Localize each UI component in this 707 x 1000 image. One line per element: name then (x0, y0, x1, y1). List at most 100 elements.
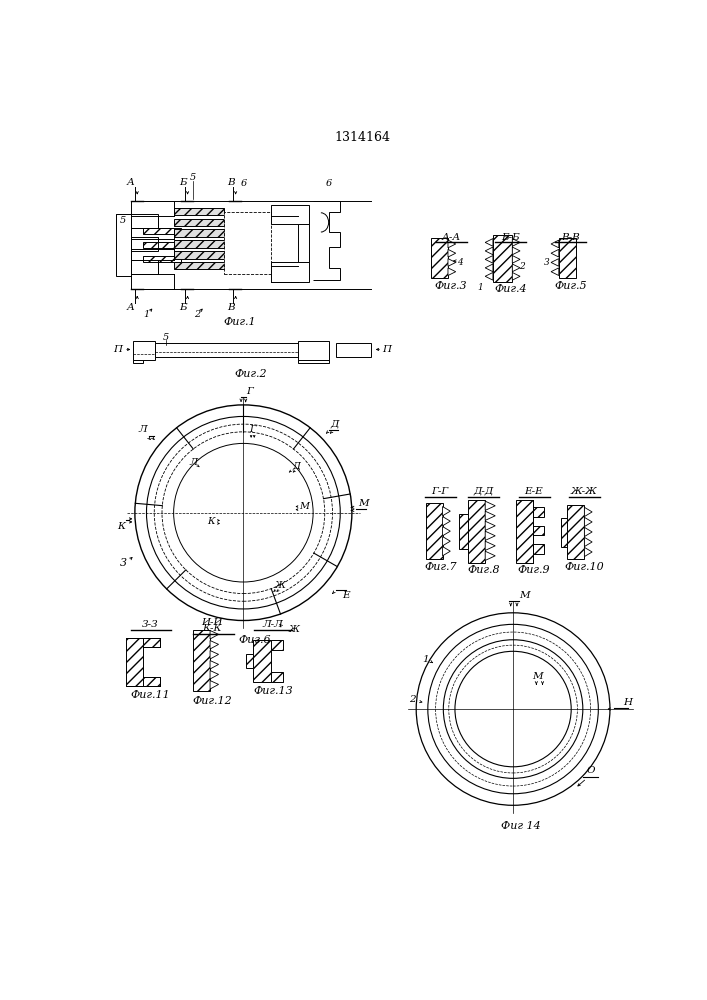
Polygon shape (448, 249, 456, 257)
Bar (246, 654, 253, 668)
Text: 1: 1 (422, 654, 429, 664)
Text: 2: 2 (194, 310, 200, 319)
Polygon shape (443, 527, 450, 536)
Text: Фиг.5: Фиг.5 (554, 281, 587, 291)
Bar (533, 544, 544, 554)
Text: Д-Д: Д-Д (474, 487, 493, 496)
Text: Фиг.2: Фиг.2 (235, 369, 267, 379)
Bar (174, 240, 224, 248)
Bar (567, 505, 585, 559)
Bar (559, 238, 575, 278)
Text: 1: 1 (478, 283, 484, 292)
Bar (134, 360, 143, 363)
Polygon shape (210, 631, 218, 639)
Polygon shape (210, 661, 218, 669)
Text: Л: Л (189, 458, 197, 467)
Bar (115, 214, 158, 228)
Polygon shape (443, 507, 450, 516)
Text: 6: 6 (325, 179, 332, 188)
Bar (143, 242, 182, 248)
Text: Ж-Ж: Ж-Ж (571, 487, 597, 496)
Bar (533, 526, 544, 535)
Text: 5: 5 (120, 216, 127, 225)
Text: Ж: Ж (274, 581, 286, 590)
Bar (115, 214, 131, 276)
Bar (174, 251, 224, 259)
Bar (459, 514, 468, 549)
Text: Г: Г (250, 425, 256, 434)
Polygon shape (513, 272, 520, 280)
Polygon shape (485, 531, 495, 540)
Polygon shape (443, 517, 450, 526)
Bar (253, 640, 271, 682)
Polygon shape (513, 239, 520, 246)
Polygon shape (448, 268, 456, 276)
Text: В-В: В-В (561, 233, 580, 242)
Text: Фиг.6: Фиг.6 (239, 635, 271, 645)
Polygon shape (585, 507, 592, 517)
Text: А-А: А-А (441, 233, 461, 242)
Polygon shape (585, 517, 592, 527)
Bar (271, 672, 283, 682)
Polygon shape (485, 264, 493, 272)
Text: Л-Л: Л-Л (262, 620, 284, 629)
Bar (561, 518, 567, 547)
Polygon shape (448, 259, 456, 266)
Polygon shape (513, 264, 520, 272)
Text: 2: 2 (409, 695, 416, 704)
Bar (143, 638, 160, 647)
Text: 1314164: 1314164 (334, 131, 390, 144)
Polygon shape (513, 247, 520, 255)
Text: М: М (358, 499, 369, 508)
Text: П: П (382, 345, 391, 354)
Bar (224, 212, 271, 274)
Bar (271, 205, 309, 224)
Bar (533, 507, 544, 517)
Text: В: В (227, 178, 235, 187)
Text: Г: Г (246, 387, 253, 396)
Bar (298, 360, 329, 363)
Bar (143, 228, 182, 234)
Bar (174, 208, 224, 215)
Bar (298, 341, 329, 360)
Text: Е: Е (342, 591, 349, 600)
Polygon shape (485, 551, 495, 560)
Text: Ж: Ж (288, 625, 299, 634)
Bar (174, 262, 224, 269)
Text: К: К (117, 522, 125, 531)
Text: Фиг.3: Фиг.3 (435, 281, 467, 291)
Text: 6: 6 (240, 179, 247, 188)
Text: Фиг.8: Фиг.8 (467, 565, 500, 575)
Bar (468, 500, 485, 563)
Polygon shape (485, 272, 493, 280)
Polygon shape (513, 256, 520, 263)
Text: 3: 3 (119, 558, 127, 568)
Polygon shape (551, 249, 559, 257)
Polygon shape (210, 681, 218, 689)
Polygon shape (448, 240, 456, 248)
Text: П: П (113, 345, 122, 354)
Text: К: К (207, 517, 215, 526)
Bar (115, 237, 158, 251)
Polygon shape (551, 259, 559, 266)
Polygon shape (485, 541, 495, 550)
Polygon shape (210, 651, 218, 659)
Bar (115, 260, 158, 274)
Text: Е-Е: Е-Е (525, 487, 544, 496)
Polygon shape (443, 537, 450, 546)
Bar (193, 630, 210, 691)
Bar (431, 238, 448, 278)
Polygon shape (485, 511, 495, 520)
Text: В: В (227, 303, 235, 312)
Polygon shape (585, 527, 592, 537)
Bar (126, 638, 143, 686)
Text: 5: 5 (163, 333, 169, 342)
Text: Б-Б: Б-Б (501, 233, 520, 242)
Polygon shape (551, 268, 559, 276)
Bar (271, 262, 309, 282)
Text: 5: 5 (190, 173, 196, 182)
Text: А: А (127, 178, 135, 187)
Text: Г-Г: Г-Г (431, 487, 449, 496)
Text: Фиг.1: Фиг.1 (223, 317, 256, 327)
Bar (134, 341, 155, 360)
